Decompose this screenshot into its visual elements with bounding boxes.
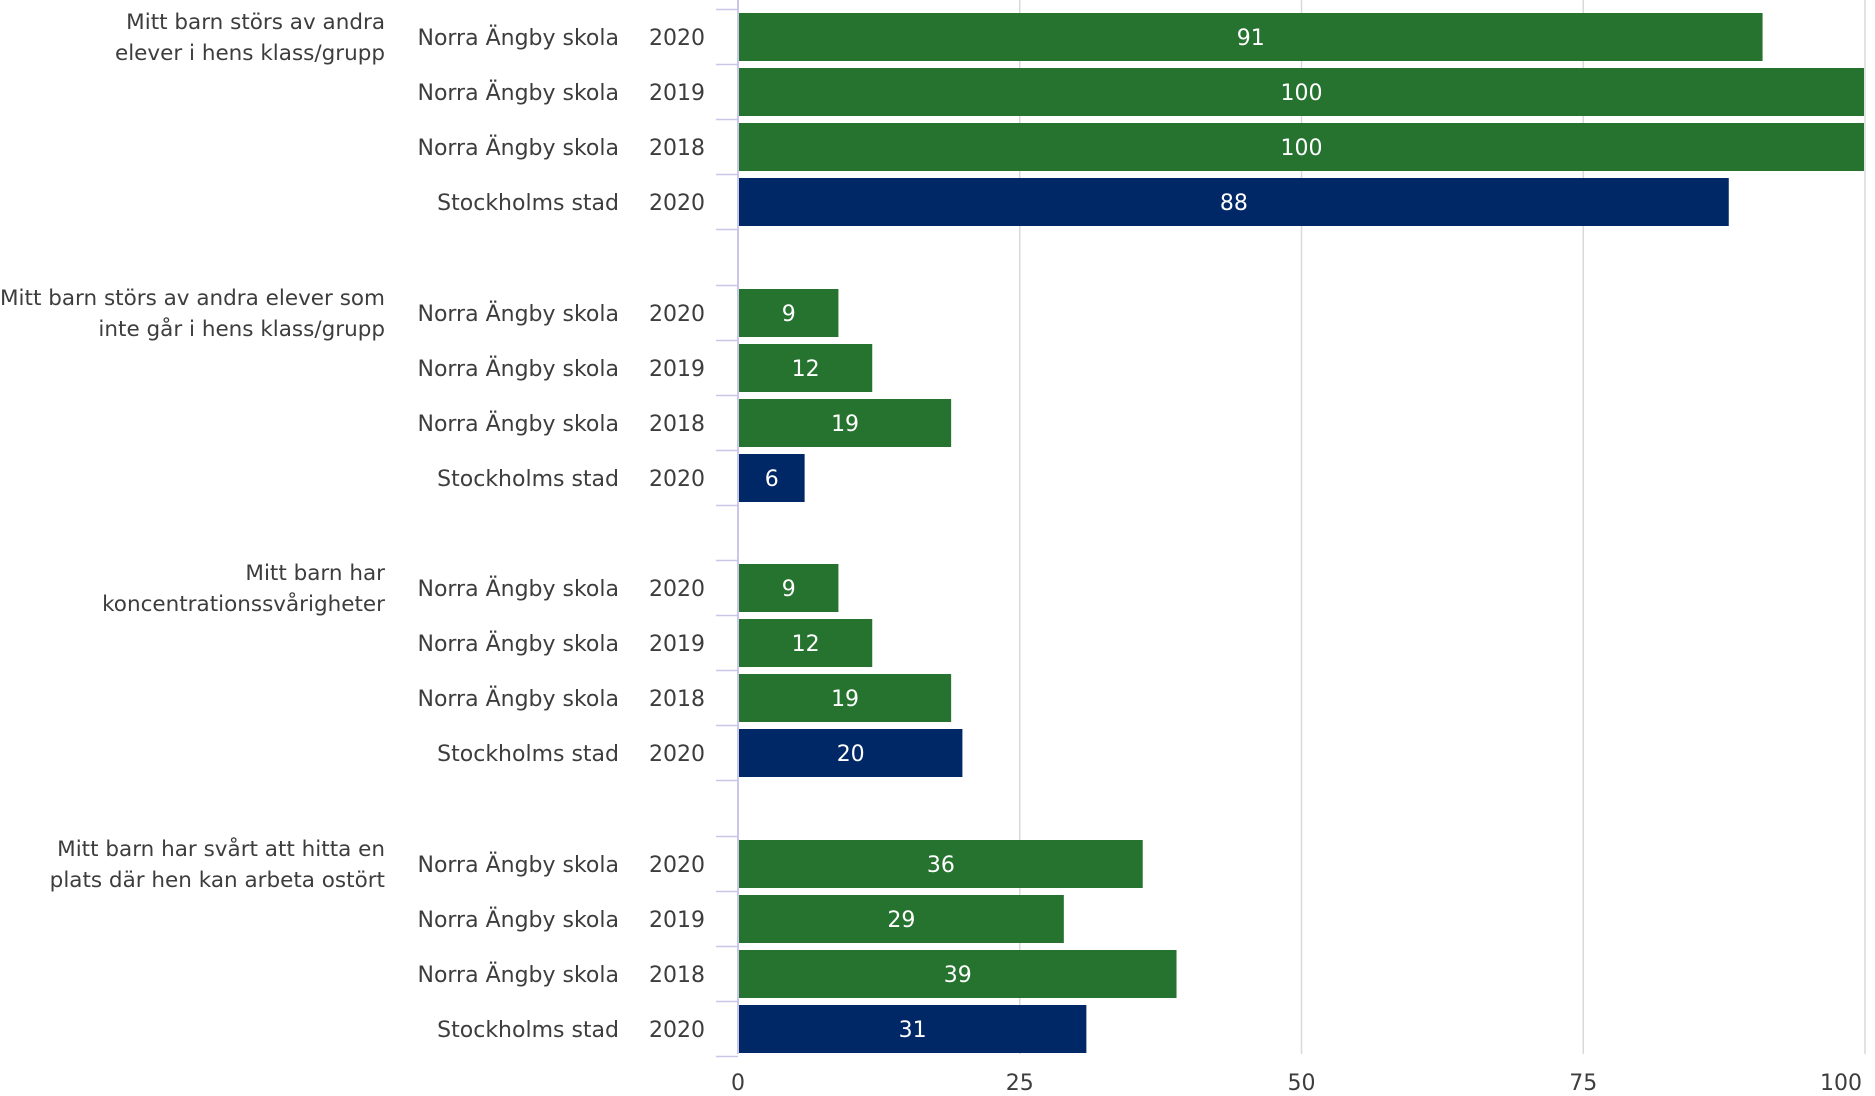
bar-value-label: 9 (782, 577, 796, 602)
group-label: Mitt barn störs av andra elever som (0, 286, 385, 311)
bar-value-label: 12 (792, 357, 820, 382)
bar (739, 729, 963, 777)
row-org-label: Norra Ängby skola (417, 301, 619, 327)
bar-value-label: 12 (792, 632, 820, 657)
row-org-label: Norra Ängby skola (417, 356, 619, 382)
bar (739, 674, 952, 722)
bar-value-label: 91 (1237, 26, 1265, 51)
bar-value-label: 29 (887, 908, 915, 933)
bar-value-label: 19 (831, 412, 859, 437)
group-label: elever i hens klass/grupp (115, 41, 385, 66)
group-label: Mitt barn har (245, 561, 385, 586)
row-org-label: Norra Ängby skola (417, 80, 619, 106)
row-org-label: Norra Ängby skola (417, 631, 619, 657)
bar-value-label: 100 (1281, 81, 1323, 106)
bar-value-label: 31 (899, 1018, 927, 1043)
group-label: plats där hen kan arbeta ostört (50, 868, 385, 893)
row-year-label: 2019 (649, 81, 705, 106)
group-label: inte går i hens klass/grupp (98, 316, 385, 342)
row-org-label: Norra Ängby skola (417, 576, 619, 602)
bar (739, 840, 1143, 888)
row-org-label: Norra Ängby skola (417, 411, 619, 437)
bar (739, 178, 1729, 226)
row-org-label: Norra Ängby skola (417, 686, 619, 712)
row-year-label: 2019 (649, 357, 705, 382)
bar-value-label: 6 (765, 467, 779, 492)
row-org-label: Norra Ängby skola (417, 852, 619, 878)
row-org-label: Norra Ängby skola (417, 962, 619, 988)
x-tick-label: 75 (1569, 1071, 1597, 1096)
bar-value-label: 20 (837, 742, 865, 767)
row-year-label: 2020 (649, 577, 705, 602)
row-year-label: 2020 (649, 26, 705, 51)
row-year-label: 2019 (649, 632, 705, 657)
bar (739, 564, 839, 612)
bar (739, 289, 839, 337)
row-year-label: 2020 (649, 302, 705, 327)
bar-value-label: 19 (831, 687, 859, 712)
row-year-label: 2019 (649, 908, 705, 933)
bar (739, 454, 805, 502)
bar (739, 895, 1064, 943)
row-org-label: Norra Ängby skola (417, 25, 619, 51)
row-year-label: 2018 (649, 412, 705, 437)
bar-value-label: 100 (1281, 136, 1323, 161)
row-year-label: 2020 (649, 191, 705, 216)
row-year-label: 2018 (649, 136, 705, 161)
bar-value-label: 39 (944, 963, 972, 988)
x-tick-label: 100 (1820, 1071, 1862, 1096)
row-org-label: Norra Ängby skola (417, 907, 619, 933)
row-year-label: 2020 (649, 467, 705, 492)
bar (739, 619, 873, 667)
bar (739, 1005, 1087, 1053)
group-label: koncentrationssvårigheter (102, 591, 385, 617)
x-tick-label: 0 (731, 1071, 745, 1096)
row-year-label: 2020 (649, 742, 705, 767)
bar-value-label: 36 (927, 853, 955, 878)
bar (739, 344, 873, 392)
group-label: Mitt barn störs av andra (126, 10, 385, 35)
row-org-label: Norra Ängby skola (417, 135, 619, 161)
bar (739, 950, 1177, 998)
group-label: Mitt barn har svårt att hitta en (57, 836, 385, 862)
bar-value-label: 88 (1220, 191, 1248, 216)
row-org-label: Stockholms stad (437, 191, 619, 216)
row-year-label: 2020 (649, 853, 705, 878)
x-tick-label: 25 (1006, 1071, 1034, 1096)
bar (739, 68, 1864, 116)
row-org-label: Stockholms stad (437, 742, 619, 767)
bar (739, 13, 1763, 61)
x-tick-label: 50 (1288, 1071, 1316, 1096)
bar-value-label: 9 (782, 302, 796, 327)
row-year-label: 2018 (649, 687, 705, 712)
row-org-label: Stockholms stad (437, 467, 619, 492)
bar (739, 399, 952, 447)
row-org-label: Stockholms stad (437, 1018, 619, 1043)
row-year-label: 2020 (649, 1018, 705, 1043)
row-year-label: 2018 (649, 963, 705, 988)
bar (739, 123, 1864, 171)
